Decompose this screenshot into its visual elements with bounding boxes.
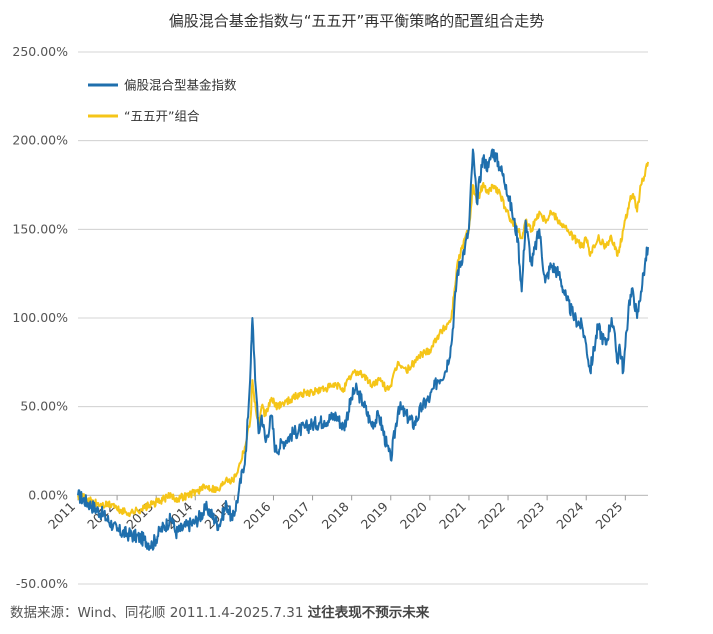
x-tick-label: 2011	[45, 499, 78, 532]
x-axis-labels: 2011 2012 2013 2014 2015 2016 2017 2018 2019 2020…	[45, 499, 625, 532]
chart-title: 偏股混合基金指数与“五五开”再平衡策略的配置组合走势	[168, 12, 545, 30]
x-tick-label: 2022	[475, 499, 508, 532]
disclaimer-text: 过往表现不预示未来	[307, 605, 430, 621]
x-tick-label: 2016	[240, 499, 273, 532]
legend-label-1: “五五开”组合	[124, 109, 200, 124]
y-tick-label: 250.00%	[12, 44, 68, 59]
y-axis-labels: -50.00% 0.00% 50.00% 100.00% 150.00% 200.00% 2…	[12, 44, 68, 591]
series-layer	[77, 148, 649, 551]
y-tick-label: 50.00%	[20, 399, 68, 414]
y-tick-label: 100.00%	[12, 310, 68, 325]
y-tick-label: 0.00%	[28, 487, 68, 502]
x-tick-label: 2018	[319, 499, 352, 532]
x-tick-label: 2017	[280, 499, 313, 532]
source-note: 数据来源：Wind、同花顺 2011.1.4-2025.7.31 过往表现不预示…	[10, 601, 429, 621]
y-tick-label: 200.00%	[12, 133, 68, 148]
x-tick-label: 2020	[397, 499, 430, 532]
source-text: 数据来源：Wind、同花顺 2011.1.4-2025.7.31	[10, 605, 304, 621]
x-tick-label: 2024	[553, 499, 586, 532]
grid-layer	[77, 51, 648, 585]
x-tick-label: 2025	[592, 499, 625, 532]
legend-label-0: 偏股混合型基金指数	[124, 78, 237, 93]
x-tick-label: 2019	[358, 499, 391, 532]
legend: 偏股混合型基金指数 “五五开”组合	[88, 78, 237, 124]
x-tick-label: 2021	[436, 499, 469, 532]
y-tick-label: 150.00%	[12, 221, 68, 236]
series-line-1	[77, 161, 649, 518]
x-tick-label: 2023	[514, 499, 547, 532]
series-line-0	[77, 148, 649, 551]
y-tick-label: -50.00%	[16, 576, 68, 591]
